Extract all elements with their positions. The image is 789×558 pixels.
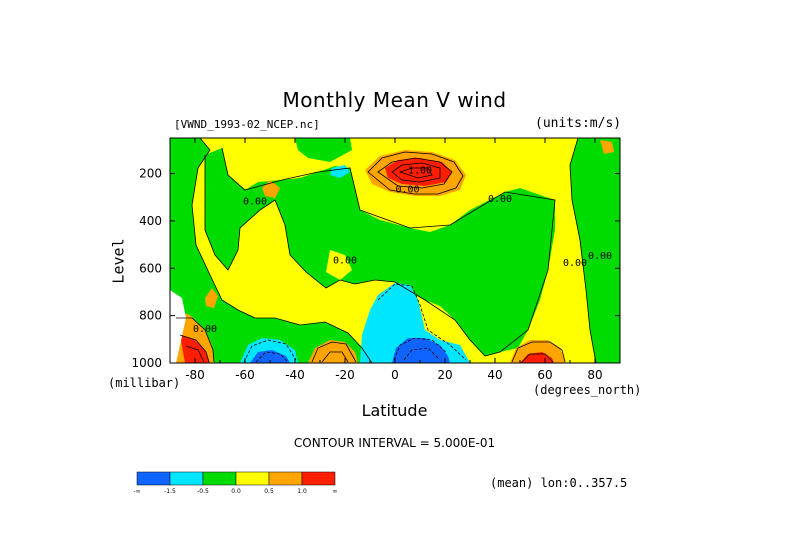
units-label: (units:m/s) [535,116,622,131]
y-tick-label: 200 [139,167,162,181]
contour-line-jet1 [367,151,464,195]
colorbar-label: 1.0 [297,488,307,495]
contour-label: 0.00 [563,258,587,269]
contour-label: 0.00 [588,251,612,262]
contour-line-jet2 [377,157,453,189]
contour-line-neg4 [243,339,297,363]
x-axis-units: (degrees_north) [533,383,642,397]
fill-pos-mid-top [600,140,614,154]
contour-line-zero4 [204,155,486,357]
fill-neg-high-sh [250,350,290,363]
y-tick-label: 400 [139,214,162,228]
colorbar-swatch [169,471,204,486]
contour-label: 0.00 [488,194,512,205]
colorbar-swatch [202,471,237,486]
colorbar: -∞ -1.5 -0.5 0.0 0.5 1.0 ∞ [133,471,338,495]
fill-neg-high-core [392,338,450,363]
contour-line-zero1 [191,138,373,363]
contour-line-sfc3 [511,341,566,363]
colorbar-label: -1.5 [164,488,176,495]
x-tick-label: -40 [285,368,305,382]
fill-neg-low-west [170,138,372,363]
colorbar-label: ∞ [333,488,338,495]
contour-line-sfc1 [311,341,357,363]
missing-data [170,290,186,363]
fill-pos-mid-b [205,288,218,308]
axis-ticks: -80 -60 -40 -20 0 20 40 60 80 200 400 600 800 1000 [131,138,621,382]
contour-line-jet3 [391,162,441,183]
contour-line-neg1 [377,283,467,361]
contour-field [170,138,620,363]
x-tick-label: 80 [587,368,602,382]
y-tick-label: 600 [139,261,162,275]
contour-line-ant2 [179,334,210,363]
colorbar-label: -∞ [133,488,140,495]
contour-line-ant3 [185,345,205,363]
contour-label: 0.00 [243,196,267,207]
contour-line-zero3 [569,138,597,363]
x-tick-label: -20 [335,368,355,382]
contour-line-jet4 [398,167,433,179]
colorbar-swatch [301,471,336,486]
y-tick-label: 1000 [131,356,162,370]
contour-interval: CONTOUR INTERVAL = 5.000E-01 [293,436,496,450]
contour-line-neg2 [393,337,447,361]
fill-neg-low-central [205,148,555,356]
fill-neg-mid-south [360,283,470,363]
colorbar-label: 0.5 [264,488,274,495]
contour-label: 0.00 [333,256,357,267]
fill-neg-low-east [570,138,620,363]
y-axis-units: (millibar) [108,376,181,390]
fill-neg-low-topmid [295,138,352,162]
mean-note: (mean) lon:0..357.5 [490,476,628,490]
contour-label: 0.00 [395,184,419,195]
contour-labels: 0.000.000.000.000.000.000.001.00 [193,166,612,336]
chart-title: Monthly Mean V wind [282,88,507,112]
colorbar-swatch [268,471,303,486]
contour-line-zero2 [221,147,556,357]
x-tick-label: 60 [537,368,552,382]
dataset-label: [VWND_1993-02_NCEP.nc] [174,118,320,131]
colorbar-swatch [136,471,171,486]
x-tick-label: 20 [437,368,452,382]
fill-pos-low-island [326,250,352,280]
colorbar-label: -0.5 [197,488,209,495]
contour-line-neg3 [403,347,439,361]
y-tick-label: 800 [139,309,162,323]
contour-line-ant1 [176,317,215,363]
contour-line-sfc2 [321,351,349,363]
x-tick-label: 0 [391,368,399,382]
colorbar-label: 0.0 [231,488,241,495]
x-tick-label: -60 [235,368,255,382]
x-tick-label: -80 [185,368,205,382]
colorbar-swatch [235,471,270,486]
contour-label: 0.00 [193,324,217,335]
x-tick-label: 40 [487,368,502,382]
contour-line-neg5 [255,351,289,363]
contour-line-sfc4 [521,353,554,363]
contour-lines [176,138,597,363]
x-axis-label: Latitude [361,401,428,420]
fill-neg-low-east-mid [510,245,545,310]
contour-label: 1.00 [408,166,432,177]
